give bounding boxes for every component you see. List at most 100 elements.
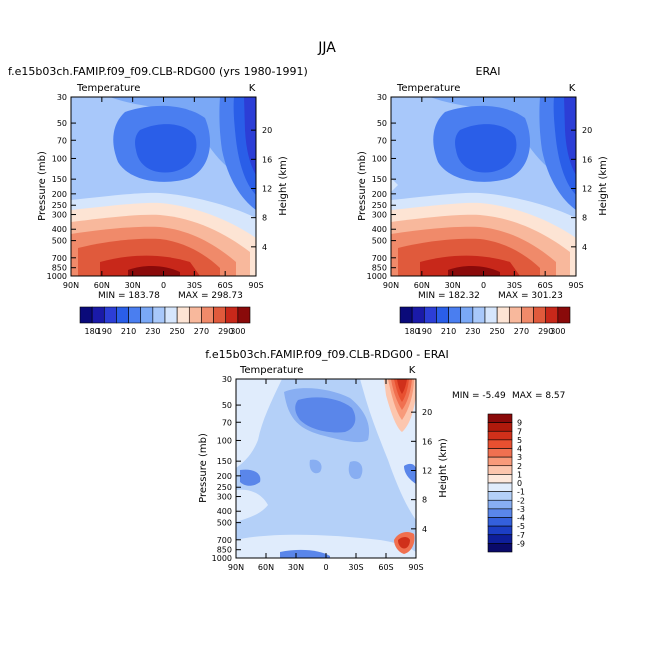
colorbar-box: [423, 306, 437, 324]
colorbar-box: [140, 306, 154, 324]
colorbar-box: [484, 306, 498, 324]
panel-model-units: K: [249, 83, 256, 94]
panel-diff: f.e15b03ch.FAMIP.f09_f09.CLB-RDG00 - ERA…: [198, 348, 565, 572]
lat-tick-label: 90N: [228, 563, 244, 572]
lat-tick-label: 60N: [414, 281, 430, 290]
colorbar-box: [225, 306, 239, 324]
lat-tick-label: 60S: [378, 563, 393, 572]
pressure-tick-label: 850: [372, 264, 387, 273]
colorbar-label: 290: [538, 327, 553, 336]
colorbar-label: -5: [517, 522, 525, 531]
colorbar-box: [487, 491, 513, 501]
lat-tick-label: 90S: [248, 281, 263, 290]
colorbar-box: [487, 448, 513, 458]
height-tick-label: 8: [422, 496, 427, 505]
pressure-tick-label: 150: [372, 175, 387, 184]
panel-obs-ylabel: Pressure (mb): [357, 151, 368, 221]
contour-neg-6: [280, 549, 330, 558]
colorbar-label: -3: [517, 505, 525, 514]
pressure-tick-label: 30: [222, 375, 232, 384]
pressure-tick-label: 100: [52, 154, 67, 163]
contour-warm-7: [448, 266, 500, 276]
pressure-tick-label: 200: [372, 190, 387, 199]
panel-diff-variable: Temperature: [239, 365, 303, 376]
lat-tick-label: 60N: [258, 563, 274, 572]
contour-cold-3: [455, 124, 517, 173]
lat-tick-label: 0: [323, 563, 328, 572]
colorbar-box: [116, 306, 129, 324]
panel-model-axes: 3050701001502002503004005007008501000481…: [47, 93, 273, 290]
pressure-tick-label: 500: [372, 237, 387, 246]
pressure-tick-label: 300: [372, 211, 387, 220]
height-tick-label: 12: [582, 184, 592, 193]
lat-tick-label: 90N: [63, 281, 79, 290]
panel-obs: ERAI Temperature K 305070100150200250300…: [357, 65, 609, 336]
panel-diff-units: K: [409, 365, 416, 376]
colorbar-label: 210: [441, 327, 456, 336]
pressure-tick-label: 50: [57, 119, 67, 128]
colorbar-box: [487, 422, 513, 432]
contour-pos-sfc-2: [398, 537, 410, 549]
height-tick-label: 16: [582, 155, 592, 164]
colorbar-box: [411, 306, 425, 324]
height-tick-label: 12: [262, 184, 272, 193]
lat-tick-label: 0: [481, 281, 486, 290]
height-tick-label: 8: [582, 214, 587, 223]
colorbar-label: 210: [121, 327, 136, 336]
colorbar-box: [487, 525, 513, 536]
colorbar-label: 9: [517, 419, 522, 428]
colorbar-label: -7: [517, 531, 525, 540]
height-tick-label: 12: [422, 466, 432, 475]
panel-obs-field: [391, 97, 576, 276]
pressure-tick-label: 1000: [367, 272, 387, 281]
colorbar-label: 180: [405, 327, 420, 336]
contour-neg-5: [348, 461, 363, 480]
height-tick-label: 4: [422, 525, 427, 534]
colorbar-box: [164, 306, 178, 324]
panel-model-min: MIN = 183.78: [98, 291, 160, 301]
panel-model-title: f.e15b03ch.FAMIP.f09_f09.CLB-RDG00 (yrs …: [8, 65, 308, 78]
pressure-tick-label: 150: [52, 175, 67, 184]
figure-title: JJA: [317, 40, 336, 56]
colorbar-label: 4: [517, 445, 522, 454]
contour-zero-band-1: [236, 379, 282, 468]
contour-neg-3: [240, 469, 261, 486]
height-tick-label: 16: [262, 155, 272, 164]
pressure-tick-label: 250: [217, 483, 232, 492]
colorbar-label: -9: [517, 539, 525, 548]
pressure-tick-label: 50: [222, 401, 232, 410]
lat-tick-label: 90N: [383, 281, 399, 290]
colorbar-label: -2: [517, 496, 525, 505]
pressure-tick-label: 500: [52, 237, 67, 246]
colorbar-box: [487, 430, 513, 441]
colorbar-box: [487, 508, 513, 518]
height-tick-label: 16: [422, 437, 432, 446]
panel-obs-max: MAX = 301.23: [498, 291, 563, 301]
pressure-tick-label: 150: [217, 457, 232, 466]
pressure-tick-label: 200: [52, 190, 67, 199]
colorbar-box: [213, 306, 227, 324]
pressure-tick-label: 400: [372, 225, 387, 234]
panel-model-max: MAX = 298.73: [178, 291, 243, 301]
height-tick-label: 20: [262, 126, 272, 135]
panel-obs-min: MIN = 182.32: [418, 291, 480, 301]
colorbar-box: [508, 306, 522, 324]
pressure-tick-label: 30: [377, 93, 387, 102]
contour-warm-7: [128, 266, 180, 276]
colorbar-label: 270: [194, 327, 209, 336]
colorbar-box: [487, 474, 513, 484]
colorbar-box: [460, 306, 474, 324]
height-tick-label: 20: [582, 126, 592, 135]
contour-notch: [391, 178, 398, 192]
pressure-tick-label: 250: [372, 201, 387, 210]
colorbar-box: [188, 306, 202, 324]
colorbar-box: [176, 306, 190, 324]
colorbar-box: [487, 543, 513, 553]
pressure-tick-label: 400: [217, 507, 232, 516]
contour-pos-5: [397, 379, 407, 394]
colorbar-box: [472, 306, 486, 324]
pressure-tick-label: 400: [52, 225, 67, 234]
